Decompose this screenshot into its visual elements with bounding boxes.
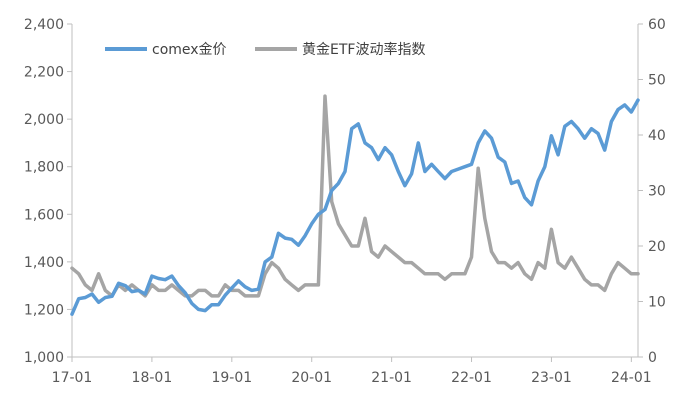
y-right-tick-label: 50 [648,73,666,89]
y-left-tick-label: 1,200 [24,302,64,318]
x-tick-label: 23-01 [531,370,572,386]
y-right-tick-label: 40 [648,128,666,144]
y-left-tick-label: 1,000 [24,350,64,366]
x-tick-label: 24-01 [611,370,652,386]
y-right-tick-label: 60 [648,17,666,33]
y-left-tick-label: 1,800 [24,160,64,176]
y-left-tick-label: 2,200 [24,65,64,81]
legend-item-etf-volatility: 黄金ETF波动率指数 [255,41,425,58]
y-right-tick-label: 0 [648,350,657,366]
legend-label: comex金价 [152,42,227,58]
y-left-tick-label: 2,400 [24,17,64,33]
y-right-tick-label: 30 [648,184,666,200]
y-right-tick-label: 10 [648,295,666,311]
series-line-comex [70,98,640,316]
x-tick-label: 19-01 [211,370,252,386]
y-left-tick-label: 1,600 [24,207,64,223]
y-right-tick-label: 20 [648,239,666,255]
x-tick-label: 20-01 [291,370,332,386]
x-tick-label: 17-01 [52,370,93,386]
legend-item-comex: comex金价 [105,42,227,58]
legend-label: 黄金ETF波动率指数 [302,41,425,58]
y-left-tick-label: 1,400 [24,255,64,271]
y-left-tick-label: 2,000 [24,112,64,128]
legend: comex金价 黄金ETF波动率指数 [105,41,425,58]
x-tick-label: 18-01 [132,370,173,386]
x-tick-label: 22-01 [451,370,492,386]
series-line-etf-volatility [70,94,640,298]
series-lines [70,94,640,316]
x-tick-label: 21-01 [371,370,412,386]
axes: 1,000 1,200 1,400 1,600 1,800 2,000 2,200 2,400… [24,17,666,386]
